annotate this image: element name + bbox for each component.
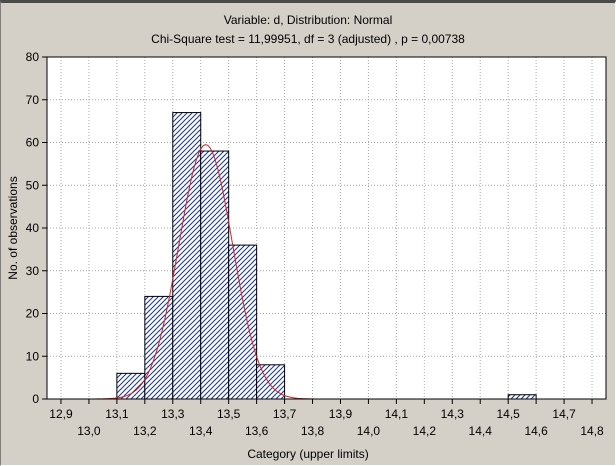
x-tick-label: 13,5 — [217, 407, 241, 421]
x-tick-label: 13,2 — [133, 424, 157, 438]
x-tick-label: 14,1 — [385, 407, 409, 421]
x-tick-label: 14,6 — [524, 424, 548, 438]
x-tick-label: 14,4 — [469, 424, 493, 438]
x-axis-label: Category (upper limits) — [247, 447, 369, 461]
y-tick-label: 10 — [26, 349, 40, 363]
chart-subtitle: Chi-Square test = 11,99951, df = 3 (adju… — [151, 32, 465, 46]
x-tick-label: 13,1 — [105, 407, 129, 421]
x-tick-label: 13,6 — [245, 424, 269, 438]
x-tick-label: 13,4 — [189, 424, 213, 438]
y-tick-label: 40 — [26, 221, 40, 235]
histogram-bar — [144, 295, 174, 400]
y-tick-label: 20 — [26, 307, 40, 321]
x-tick-label: 14,2 — [413, 424, 437, 438]
x-tick-label: 13,3 — [161, 407, 185, 421]
x-tick-label: 14,0 — [357, 424, 381, 438]
histogram-bar — [256, 364, 286, 400]
chart-title: Variable: d, Distribution: Normal — [223, 13, 393, 27]
x-tick-label: 14,3 — [441, 407, 465, 421]
x-axis: 12,9 13,1 13,3 13,5 13,7 13,9 14,1 14,3 14,5 14,7… — [49, 399, 604, 438]
y-tick-label: 0 — [32, 392, 39, 406]
y-tick-label: 50 — [26, 178, 40, 192]
x-tick-label: 13,8 — [301, 424, 325, 438]
y-tick-label: 30 — [26, 264, 40, 278]
histogram-bar — [200, 150, 230, 400]
histogram-bar — [228, 244, 258, 400]
histogram-bar — [507, 394, 537, 400]
x-tick-label: 14,5 — [496, 407, 520, 421]
x-tick-label: 13,0 — [77, 424, 101, 438]
x-tick-label: 14,8 — [580, 424, 604, 438]
y-tick-label: 80 — [26, 50, 40, 64]
y-tick-label: 70 — [26, 93, 40, 107]
x-tick-label: 12,9 — [49, 407, 73, 421]
x-tick-label: 13,9 — [329, 407, 353, 421]
x-tick-label: 13,7 — [273, 407, 297, 421]
y-axis: 0 10 20 30 40 50 60 70 80 — [26, 50, 47, 406]
normal-curve — [74, 144, 341, 400]
x-tick-label: 14,7 — [552, 407, 576, 421]
y-tick-label: 60 — [26, 136, 40, 150]
